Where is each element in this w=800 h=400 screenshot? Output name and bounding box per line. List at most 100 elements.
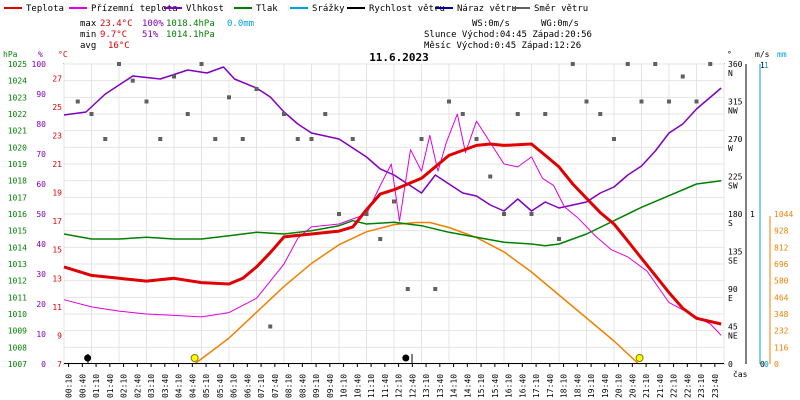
legend-label: Srážky xyxy=(312,4,345,14)
pressure-tick: 1020 xyxy=(8,143,27,152)
solar-tick: 348 xyxy=(774,310,789,319)
stat-moon: Měsíc Východ:0:45 Západ:12:26 xyxy=(424,41,581,51)
solar-tick: 116 xyxy=(774,343,789,352)
legend-label: Náraz větru xyxy=(457,4,517,14)
stat-max-label: max xyxy=(80,19,97,29)
legend-label: Přízemní teplota xyxy=(91,4,178,14)
stat-sun: Slunce Východ:04:45 Západ:20:56 xyxy=(424,30,592,40)
time-tick: 03:40 xyxy=(161,374,170,398)
stat-avg-label: avg xyxy=(80,41,96,51)
time-tick: 06:10 xyxy=(230,374,239,398)
moonset-marker xyxy=(402,354,410,362)
humidity-tick: 80 xyxy=(36,120,46,129)
time-tick: 17:10 xyxy=(532,374,541,398)
wind-direction-point xyxy=(653,62,658,66)
direction-label: SE xyxy=(728,257,738,266)
wind-direction-point xyxy=(337,212,341,216)
pressure-tick: 1025 xyxy=(8,60,27,69)
direction-label: W xyxy=(728,144,733,153)
time-tick: 01:40 xyxy=(106,374,115,398)
stat-min-hum: 51% xyxy=(142,30,159,40)
series xyxy=(63,62,724,365)
time-tick: 18:40 xyxy=(573,374,582,398)
time-tick: 20:40 xyxy=(628,374,637,398)
wind-direction-point xyxy=(433,287,438,291)
time-tick: 02:10 xyxy=(120,374,129,398)
wind-tick: 1 xyxy=(750,210,755,219)
time-tick: 05:40 xyxy=(216,374,225,398)
humidity-tick: 90 xyxy=(36,90,46,99)
markers xyxy=(84,354,644,364)
time-tick: 15:10 xyxy=(477,374,486,398)
stat-max-press: 1018.4hPa xyxy=(166,19,215,29)
legend-label: Vlhkost xyxy=(186,4,224,14)
direction-label: NE xyxy=(728,332,738,341)
direction-tick: 135 xyxy=(728,248,743,257)
solar-tick: 1044 xyxy=(774,210,793,219)
wind-direction-point xyxy=(488,174,493,179)
grid xyxy=(63,63,725,365)
solar-tick: 928 xyxy=(774,227,789,236)
direction-tick: 360 xyxy=(728,60,743,69)
temp-tick: 17 xyxy=(52,217,62,226)
temp-tick: 7 xyxy=(57,360,62,369)
wind-direction-point xyxy=(268,324,273,329)
wind-direction-point xyxy=(158,137,163,141)
humidity-tick: 100 xyxy=(32,60,47,69)
humidity-tick: 50 xyxy=(36,210,46,219)
solar-tick: 812 xyxy=(774,243,789,252)
direction-label: E xyxy=(728,294,733,303)
humidity-tick: 30 xyxy=(36,270,46,279)
direction-tick: 45 xyxy=(728,323,738,332)
time-tick: 06:40 xyxy=(243,374,252,398)
wind-tick: 0 xyxy=(760,360,765,369)
wind-direction-point xyxy=(185,112,190,116)
solar-tick: 0 xyxy=(774,360,779,369)
wind-direction-point xyxy=(309,137,314,141)
series-vlhkost xyxy=(63,66,722,212)
pressure-tick: 1016 xyxy=(8,210,27,219)
stat-min-label: min xyxy=(80,30,96,40)
time-tick: 09:10 xyxy=(312,374,321,398)
wind-direction-point xyxy=(543,112,548,116)
pressure-axis-title: hPa xyxy=(3,50,18,59)
time-tick: 21:10 xyxy=(642,374,651,398)
time-tick: 22:40 xyxy=(683,374,692,398)
time-tick: 07:40 xyxy=(271,374,280,398)
pressure-tick: 1023 xyxy=(8,93,27,102)
legend-label: Směr větru xyxy=(534,4,588,14)
time-tick: 13:10 xyxy=(422,374,431,398)
temp-tick: 13 xyxy=(52,274,62,283)
wind-direction-point xyxy=(515,112,520,116)
humidity-tick: 60 xyxy=(36,180,46,189)
wind-direction-point xyxy=(502,212,506,216)
time-tick: 00:40 xyxy=(78,374,87,398)
wind-direction-point xyxy=(625,62,630,66)
wind-direction-point xyxy=(240,137,245,141)
series-p-zemn-teplota xyxy=(63,113,722,336)
sunrise-marker xyxy=(190,354,199,362)
wind-direction-point xyxy=(584,99,589,104)
wind-direction-point xyxy=(75,99,80,104)
wind-direction-point xyxy=(130,78,135,83)
rain-tick: 0 xyxy=(764,360,769,369)
direction-tick: 0 xyxy=(728,360,733,369)
wind-direction-point xyxy=(295,137,300,141)
pressure-tick: 1012 xyxy=(8,277,27,286)
wind-direction-point xyxy=(103,137,108,141)
time-tick: 19:10 xyxy=(587,374,596,398)
series-teplota xyxy=(63,142,722,326)
wind-direction-point xyxy=(419,137,424,141)
wind-direction-point xyxy=(557,237,561,241)
temp-axis-title: °C xyxy=(58,50,68,59)
wind-axis-title: m/s xyxy=(755,50,770,59)
humidity-tick: 10 xyxy=(36,330,46,339)
wind-direction-point xyxy=(199,62,204,66)
pressure-tick: 1011 xyxy=(8,293,27,302)
time-tick: 18:10 xyxy=(560,374,569,398)
time-tick: 22:10 xyxy=(670,374,679,398)
humidity-tick: 20 xyxy=(36,300,46,309)
temp-tick: 23 xyxy=(52,131,62,140)
wind-direction-point xyxy=(254,87,259,91)
